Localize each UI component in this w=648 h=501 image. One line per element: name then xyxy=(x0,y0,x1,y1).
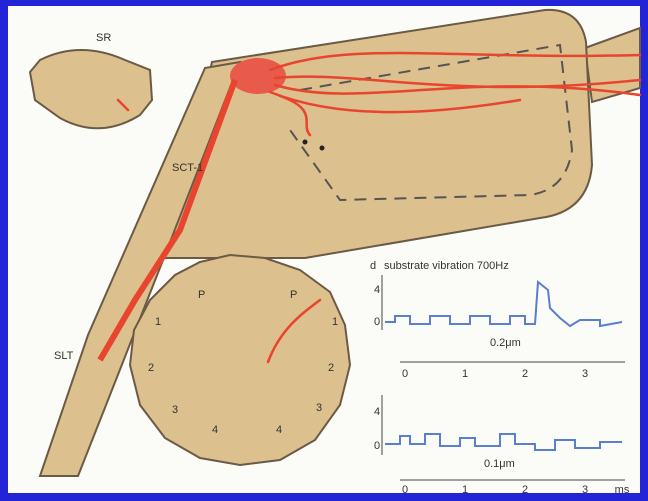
segment-label: 4 xyxy=(212,424,218,436)
x-unit: ms xyxy=(615,484,630,496)
segment-label: P xyxy=(198,289,205,301)
y-tick: 4 xyxy=(374,284,380,296)
x-tick: 2 xyxy=(522,368,528,380)
x-tick: 0 xyxy=(402,368,408,380)
y-tick: 0 xyxy=(374,440,380,452)
plot-title: substrate vibration 700Hz xyxy=(384,260,509,272)
x-tick: 0 xyxy=(402,484,408,496)
label: SCT-1 xyxy=(172,162,203,174)
dot xyxy=(320,146,325,151)
segment-label: 3 xyxy=(316,402,322,414)
segment-label: 3 xyxy=(172,404,178,416)
segment-label: 2 xyxy=(148,362,154,374)
label: SLT xyxy=(54,350,74,362)
segment-label: P xyxy=(290,289,297,301)
scale-label: 0.1μm xyxy=(484,458,515,470)
ganglion xyxy=(130,255,350,465)
x-tick: 3 xyxy=(582,484,588,496)
label: SR xyxy=(96,32,111,44)
x-tick: 3 xyxy=(582,368,588,380)
segment-label: 2 xyxy=(328,362,334,374)
x-tick: 1 xyxy=(462,484,468,496)
x-tick: 2 xyxy=(522,484,528,496)
segment-label: 1 xyxy=(155,316,161,328)
neuron-cluster xyxy=(230,58,286,94)
segment-label: 1 xyxy=(332,316,338,328)
segment-label: 4 xyxy=(276,424,282,436)
x-tick: 1 xyxy=(462,368,468,380)
figure: SR SCT-1 SLT 1 2 3 4 4 3 2 1 P P d subst… xyxy=(0,0,648,501)
y-tick: 4 xyxy=(374,406,380,418)
panel-label: d xyxy=(370,260,376,272)
y-tick: 0 xyxy=(374,316,380,328)
scale-label: 0.2μm xyxy=(490,337,521,349)
dot xyxy=(303,140,308,145)
